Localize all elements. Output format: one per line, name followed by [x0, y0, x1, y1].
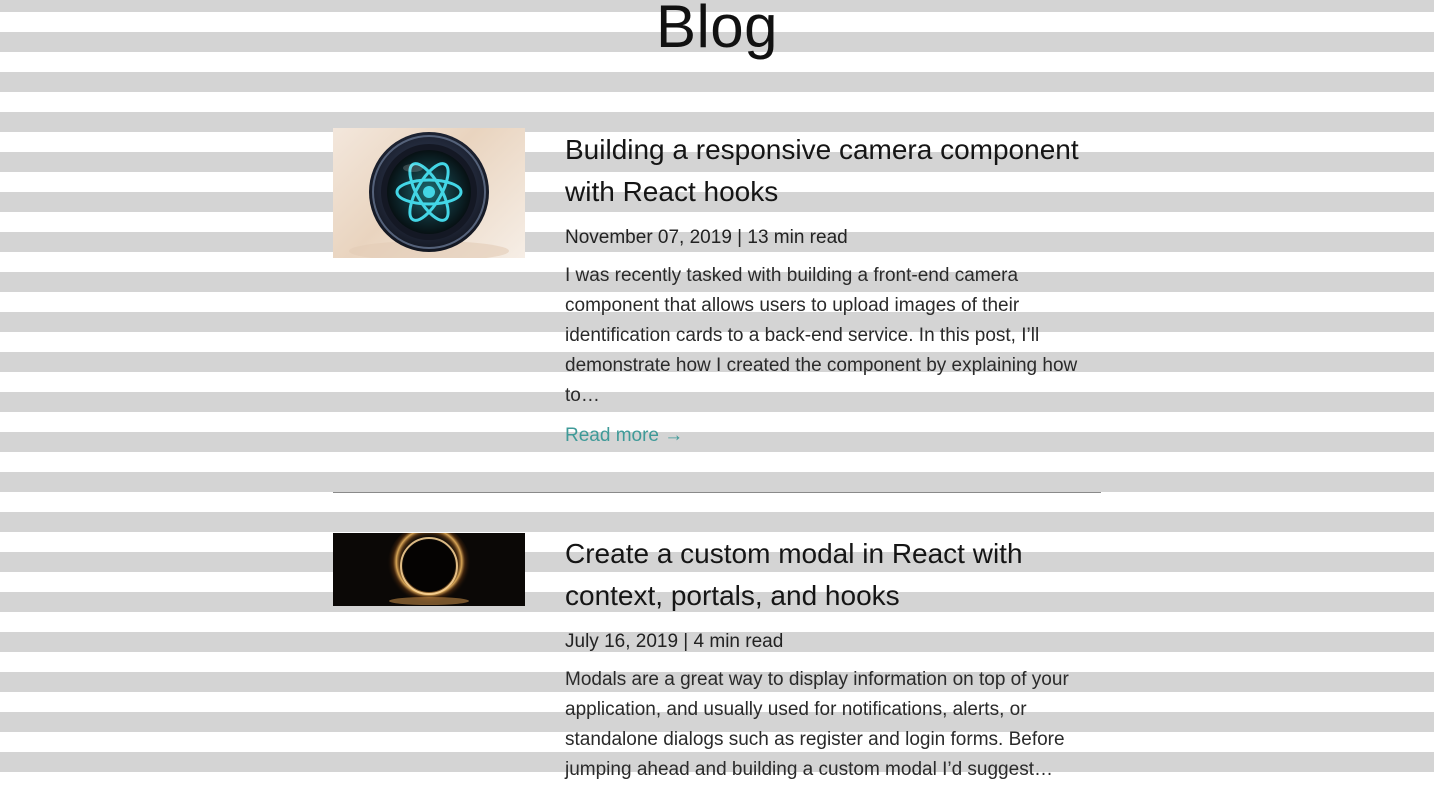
- post-title[interactable]: Create a custom modal in React with cont…: [565, 538, 1023, 611]
- page-title: Blog: [655, 0, 779, 60]
- post-thumbnail[interactable]: [333, 128, 525, 258]
- read-more-link[interactable]: Read more →: [565, 425, 684, 446]
- react-camera-lens-icon: [349, 132, 509, 258]
- glowing-ring-icon: [333, 533, 525, 606]
- post-content: Building a responsive camera component w…: [565, 128, 1105, 448]
- post-excerpt: I was recently tasked with building a fr…: [565, 265, 1078, 406]
- post-divider: [333, 492, 1101, 493]
- post-thumbnail[interactable]: [333, 533, 525, 606]
- post-title[interactable]: Building a responsive camera component w…: [565, 134, 1079, 207]
- post-excerpt: Modals are a great way to display inform…: [565, 669, 1069, 780]
- post-meta: November 07, 2019 | 13 min read: [565, 227, 848, 248]
- post-meta: July 16, 2019 | 4 min read: [565, 631, 784, 652]
- post-content: Create a custom modal in React with cont…: [565, 532, 1105, 785]
